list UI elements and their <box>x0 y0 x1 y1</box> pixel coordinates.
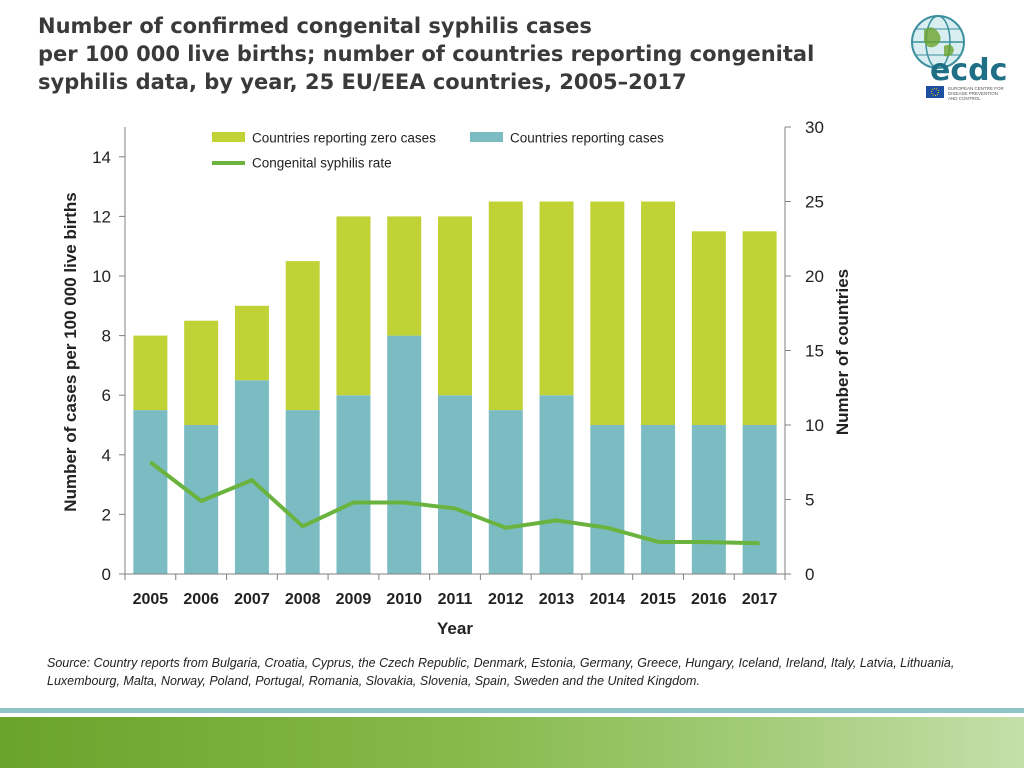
bar-countries-reporting-zero-cases <box>742 231 777 425</box>
logo-subtext-3: AND CONTROL <box>948 96 981 101</box>
x-axis-label: Year <box>437 619 473 638</box>
x-tick-label: 2008 <box>285 591 321 608</box>
y2-axis-label: Number of countries <box>833 269 852 435</box>
y2-tick-label: 0 <box>805 565 814 584</box>
bar-countries-reporting-cases <box>742 425 777 574</box>
footer-stripe <box>0 708 1024 713</box>
y-tick-label: 4 <box>102 446 111 465</box>
eu-flag-icon <box>926 86 944 98</box>
x-tick-label: 2006 <box>183 591 219 608</box>
bar-countries-reporting-zero-cases <box>234 305 269 381</box>
legend-label-2: Congenital syphilis rate <box>252 156 392 171</box>
y2-tick-label: 30 <box>805 118 824 137</box>
y-tick-label: 2 <box>102 505 111 524</box>
ecdc-logo: ecdc EUROPEAN CENTRE FOR DISEASE PREVENT… <box>911 15 1007 101</box>
y-tick-label: 10 <box>92 267 111 286</box>
bar-countries-reporting-cases <box>641 425 676 574</box>
x-tick-label: 2009 <box>336 591 372 608</box>
page-title: Number of confirmed congenital syphilis … <box>38 12 888 96</box>
bar-countries-reporting-zero-cases <box>133 335 168 411</box>
globe-icon <box>911 15 965 69</box>
bar-countries-reporting-cases <box>234 380 269 574</box>
y-axis-label: Number of cases per 100 000 live births <box>61 192 80 511</box>
bar-countries-reporting-zero-cases <box>336 216 371 396</box>
bar-countries-reporting-cases <box>133 410 168 574</box>
x-tick-label: 2014 <box>590 591 626 608</box>
bar-countries-reporting-zero-cases <box>285 261 320 411</box>
y-tick-label: 0 <box>102 565 111 584</box>
bar-countries-reporting-cases <box>539 395 574 574</box>
y-tick-label: 6 <box>102 386 111 405</box>
bar-countries-reporting-zero-cases <box>488 201 523 411</box>
y2-tick-label: 20 <box>805 267 824 286</box>
logo-text: ecdc <box>930 53 1007 88</box>
bar-countries-reporting-zero-cases <box>184 320 219 425</box>
title-line-2: per 100 000 live births; number of count… <box>38 42 815 66</box>
x-tick-label: 2017 <box>742 591 778 608</box>
y-tick-label: 14 <box>92 148 111 167</box>
x-tick-label: 2005 <box>133 591 169 608</box>
legend-swatch-1 <box>470 132 503 142</box>
x-tick-label: 2010 <box>386 591 422 608</box>
footer-band <box>0 717 1024 768</box>
bar-countries-reporting-cases <box>285 410 320 574</box>
legend-label-1: Countries reporting cases <box>510 131 664 146</box>
bar-countries-reporting-zero-cases <box>641 201 676 425</box>
bar-countries-reporting-zero-cases <box>590 201 625 425</box>
bar-countries-reporting-cases <box>488 410 523 574</box>
bar-countries-reporting-cases <box>438 395 472 574</box>
bar-countries-reporting-cases <box>387 335 422 574</box>
y2-tick-label: 25 <box>805 193 824 212</box>
x-tick-label: 2012 <box>488 591 524 608</box>
x-tick-label: 2007 <box>234 591 270 608</box>
source-note: Source: Country reports from Bulgaria, C… <box>47 656 955 688</box>
bar-countries-reporting-zero-cases <box>691 231 726 425</box>
x-tick-label: 2013 <box>539 591 575 608</box>
x-tick-label: 2015 <box>640 591 676 608</box>
footer-gap <box>0 713 1024 717</box>
logo-subtext-1: EUROPEAN CENTRE FOR <box>948 86 1005 91</box>
title-line-3: syphilis data, by year, 25 EU/EEA countr… <box>38 70 687 94</box>
title-line-1: Number of confirmed congenital syphilis … <box>38 14 592 38</box>
legend-swatch-0 <box>212 132 245 142</box>
bar-countries-reporting-zero-cases <box>438 216 472 396</box>
bar-countries-reporting-cases <box>691 425 726 574</box>
logo-subtext-2: DISEASE PREVENTION <box>948 91 998 96</box>
y2-tick-label: 5 <box>805 491 814 510</box>
bar-countries-reporting-cases <box>590 425 625 574</box>
legend-label-0: Countries reporting zero cases <box>252 131 436 146</box>
y-tick-label: 8 <box>102 327 111 346</box>
bar-countries-reporting-zero-cases <box>539 201 574 396</box>
y2-tick-label: 15 <box>805 342 824 361</box>
chart: 0 2 4 6 8 10 12 14 0 5 10 15 20 25 30 2005 2006 2007 2008 2… <box>61 118 852 638</box>
bar-countries-reporting-zero-cases <box>387 216 422 336</box>
x-tick-label: 2016 <box>691 591 727 608</box>
y-tick-label: 12 <box>92 207 111 226</box>
bar-countries-reporting-cases <box>336 395 371 574</box>
x-tick-label: 2011 <box>438 591 473 608</box>
y2-tick-label: 10 <box>805 416 824 435</box>
